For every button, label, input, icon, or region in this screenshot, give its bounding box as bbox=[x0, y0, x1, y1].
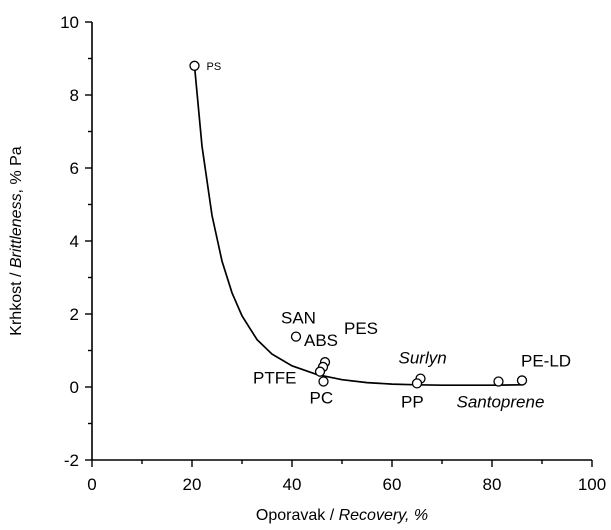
point-ptfe bbox=[314, 366, 326, 377]
label-ptfe: PTFE bbox=[253, 369, 296, 388]
trend-curve bbox=[193, 65, 523, 387]
tick-marks bbox=[85, 21, 593, 467]
y-axis-title-plain-after: , % Pa bbox=[8, 146, 25, 193]
x-tick-label: 60 bbox=[383, 475, 402, 494]
point-ps bbox=[189, 60, 200, 71]
x-tick-label: 40 bbox=[283, 475, 302, 494]
y-axis-title: Krhkost / Brittleness, % Pa bbox=[8, 146, 25, 336]
x-axis-title-plain: Oporavak / bbox=[256, 507, 339, 524]
label-abs: ABS bbox=[304, 331, 338, 350]
y-tick-label: 6 bbox=[70, 159, 79, 178]
label-ps: PS bbox=[207, 61, 222, 73]
x-tick-label: 20 bbox=[183, 475, 202, 494]
label-surlyn: Surlyn bbox=[399, 349, 447, 368]
label-pes: PES bbox=[344, 319, 378, 338]
data-points bbox=[189, 60, 528, 389]
y-tick-label: 4 bbox=[70, 232, 79, 251]
x-axis-title-italic: Recovery, % bbox=[339, 507, 429, 524]
label-san: SAN bbox=[281, 309, 316, 328]
x-tick-label: 0 bbox=[87, 475, 96, 494]
point-san bbox=[290, 331, 302, 342]
label-pc: PC bbox=[310, 389, 334, 408]
y-tick-label: -2 bbox=[64, 451, 79, 470]
y-tick-label: 0 bbox=[70, 378, 79, 397]
y-axis-title-plain-before: Krhkost / bbox=[8, 268, 25, 336]
x-axis-title: Oporavak / Recovery, % bbox=[256, 507, 428, 524]
point-pp bbox=[411, 378, 423, 389]
y-tick-label: 10 bbox=[60, 13, 79, 32]
label-santoprene: Santoprene bbox=[457, 393, 545, 412]
x-tick-label: 100 bbox=[578, 475, 606, 494]
point-pe-ld bbox=[516, 375, 528, 386]
data-point-labels: PS SAN ABS PES PTFE PC Surlyn PP Santoprene PE-LD bbox=[207, 61, 572, 412]
label-pe-ld: PE-LD bbox=[521, 351, 571, 370]
y-tick-label: 8 bbox=[70, 86, 79, 105]
label-pp: PP bbox=[401, 392, 424, 411]
y-axis-title-italic: Brittleness bbox=[8, 193, 25, 268]
point-santoprene bbox=[493, 376, 504, 387]
point-pc bbox=[318, 376, 329, 387]
x-tick-label: 80 bbox=[483, 475, 502, 494]
y-tick-label: 2 bbox=[70, 305, 79, 324]
